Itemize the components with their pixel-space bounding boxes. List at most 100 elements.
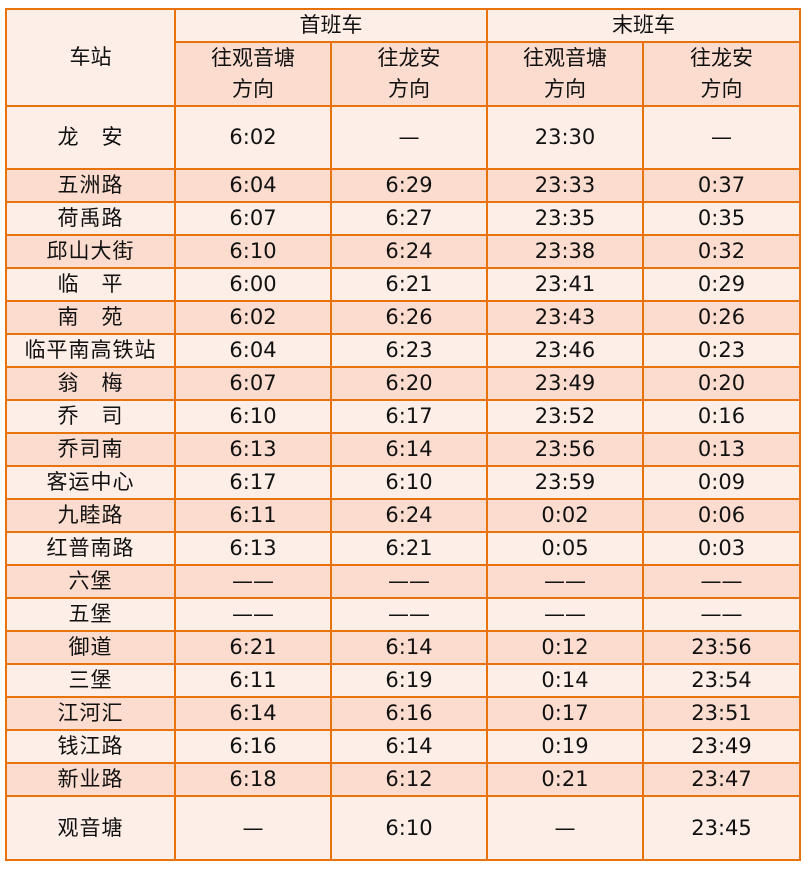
table-row: 翁 梅 6:07 6:20 23:49 0:20 xyxy=(5,366,801,401)
station-name: 五洲路 xyxy=(5,168,176,203)
table-row: 三堡 6:11 6:19 0:14 23:54 xyxy=(5,663,801,698)
header-first-train: 首班车 xyxy=(174,8,488,43)
table-row: 红普南路 6:13 6:21 0:05 0:03 xyxy=(5,531,801,566)
time-first-la: 6:26 xyxy=(330,300,488,335)
time-first-la: 6:29 xyxy=(330,168,488,203)
station-name: 观音塘 xyxy=(5,795,176,861)
station-name: 御道 xyxy=(5,630,176,665)
time-last-la: 23:49 xyxy=(642,729,801,764)
time-last-la: 23:45 xyxy=(642,795,801,861)
time-first-la: 6:17 xyxy=(330,399,488,434)
time-last-gyt: 0:05 xyxy=(486,531,644,566)
time-last-gyt: 0:12 xyxy=(486,630,644,665)
time-first-gyt: 6:14 xyxy=(174,696,332,731)
header-text: 方向 xyxy=(388,77,430,101)
station-name: 南 苑 xyxy=(5,300,176,335)
time-last-la: 23:47 xyxy=(642,762,801,797)
time-last-la: 0:32 xyxy=(642,234,801,269)
table-row: 观音塘 —6:10—23:45 xyxy=(5,795,801,861)
table-row: 邱山大街 6:10 6:24 23:38 0:32 xyxy=(5,234,801,269)
time-last-la: — xyxy=(642,105,801,170)
time-first-la: —— xyxy=(330,597,488,632)
time-first-gyt: 6:16 xyxy=(174,729,332,764)
time-first-la: —— xyxy=(330,564,488,599)
header-text: 往龙安 xyxy=(690,46,753,70)
time-last-gyt: —— xyxy=(486,564,644,599)
station-name: 五堡 xyxy=(5,597,176,632)
table-row: 乔司南 6:13 6:14 23:56 0:13 xyxy=(5,432,801,467)
time-first-la: 6:10 xyxy=(330,465,488,500)
station-name: 新业路 xyxy=(5,762,176,797)
time-first-gyt: 6:11 xyxy=(174,498,332,533)
time-last-gyt: 23:56 xyxy=(486,432,644,467)
station-name: 红普南路 xyxy=(5,531,176,566)
time-first-la: 6:23 xyxy=(330,333,488,368)
station-name: 乔司南 xyxy=(5,432,176,467)
time-last-la: 0:29 xyxy=(642,267,801,302)
station-name: 六堡 xyxy=(5,564,176,599)
table-row: 乔 司 6:10 6:17 23:52 0:16 xyxy=(5,399,801,434)
time-last-gyt: 23:33 xyxy=(486,168,644,203)
time-first-la: 6:10 xyxy=(330,795,488,861)
time-last-la: 23:56 xyxy=(642,630,801,665)
time-last-la: 0:09 xyxy=(642,465,801,500)
time-first-gyt: 6:17 xyxy=(174,465,332,500)
header-last-dir-longan: 往龙安 方向 xyxy=(642,41,801,107)
table-row: 钱江路 6:16 6:14 0:19 23:49 xyxy=(5,729,801,764)
time-last-gyt: 23:41 xyxy=(486,267,644,302)
time-last-gyt: 23:46 xyxy=(486,333,644,368)
station-name: 荷禹路 xyxy=(5,201,176,236)
time-last-gyt: 0:21 xyxy=(486,762,644,797)
table-row: 江河汇 6:14 6:16 0:17 23:51 xyxy=(5,696,801,731)
time-first-la: 6:21 xyxy=(330,267,488,302)
time-last-gyt: 23:49 xyxy=(486,366,644,401)
header-last-train: 末班车 xyxy=(486,8,801,43)
time-last-gyt: 23:38 xyxy=(486,234,644,269)
table-row: 九睦路 6:11 6:24 0:02 0:06 xyxy=(5,498,801,533)
station-name: 临平南高铁站 xyxy=(5,333,176,368)
time-last-gyt: 23:35 xyxy=(486,201,644,236)
time-first-la: 6:24 xyxy=(330,498,488,533)
table-row: 龙 安 6:02—23:30— xyxy=(5,105,801,170)
time-last-la: 0:16 xyxy=(642,399,801,434)
timetable: 车站 首班车 末班车 往观音塘 方向 往龙安 方向 往观音塘 方向 往龙安 方向 龙 安… xyxy=(5,8,801,861)
header-text: 方向 xyxy=(232,77,274,101)
station-name: 翁 梅 xyxy=(5,366,176,401)
time-first-la: — xyxy=(330,105,488,170)
time-last-la: 0:23 xyxy=(642,333,801,368)
time-last-gyt: — xyxy=(486,795,644,861)
time-first-gyt: 6:02 xyxy=(174,105,332,170)
station-name: 邱山大街 xyxy=(5,234,176,269)
station-name: 江河汇 xyxy=(5,696,176,731)
time-first-gyt: 6:10 xyxy=(174,234,332,269)
time-first-gyt: 6:10 xyxy=(174,399,332,434)
time-last-la: 0:20 xyxy=(642,366,801,401)
time-last-la: 0:37 xyxy=(642,168,801,203)
time-last-gyt: 0:19 xyxy=(486,729,644,764)
time-first-gyt: 6:04 xyxy=(174,168,332,203)
header-station: 车站 xyxy=(5,8,176,107)
time-first-la: 6:21 xyxy=(330,531,488,566)
time-last-la: 0:03 xyxy=(642,531,801,566)
time-last-gyt: 0:14 xyxy=(486,663,644,698)
time-first-gyt: 6:07 xyxy=(174,366,332,401)
station-name: 客运中心 xyxy=(5,465,176,500)
time-last-la: —— xyxy=(642,564,801,599)
time-first-la: 6:14 xyxy=(330,630,488,665)
time-last-la: 23:54 xyxy=(642,663,801,698)
station-name: 龙 安 xyxy=(5,105,176,170)
station-name: 临 平 xyxy=(5,267,176,302)
time-first-gyt: 6:18 xyxy=(174,762,332,797)
time-last-la: 0:06 xyxy=(642,498,801,533)
header-text: 往观音塘 xyxy=(211,46,295,70)
station-name: 九睦路 xyxy=(5,498,176,533)
table-row: 六堡 —— —— —— —— xyxy=(5,564,801,599)
table-row: 五堡 —— —— —— —— xyxy=(5,597,801,632)
header-text: 往龙安 xyxy=(377,46,441,70)
time-first-gyt: —— xyxy=(174,597,332,632)
time-last-la: 0:35 xyxy=(642,201,801,236)
time-first-la: 6:14 xyxy=(330,432,488,467)
header-text: 往观音塘 xyxy=(523,46,607,70)
time-first-gyt: — xyxy=(174,795,332,861)
time-last-la: 0:26 xyxy=(642,300,801,335)
